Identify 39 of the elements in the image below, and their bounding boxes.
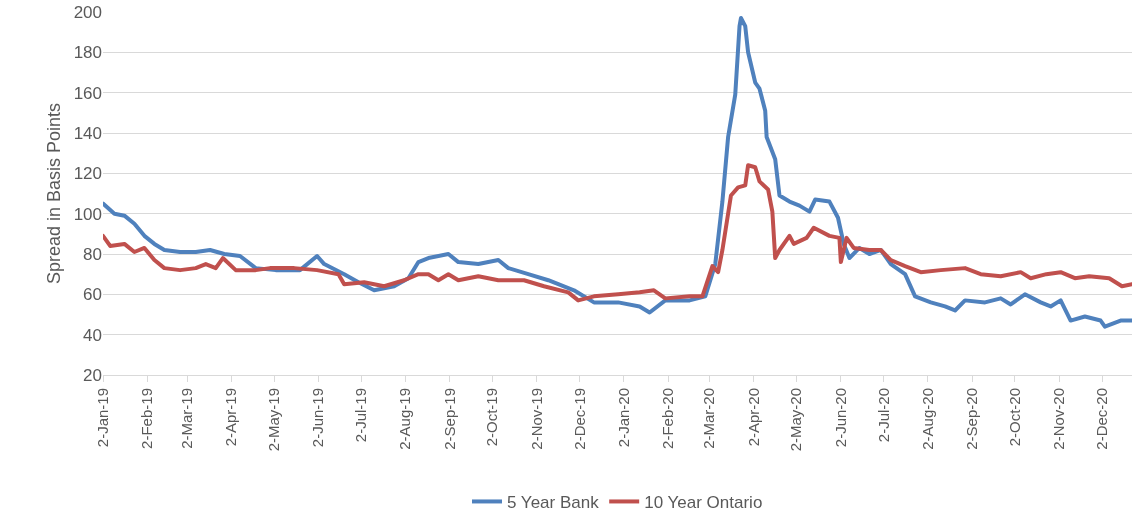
x-tick-label: 2-Jul-20 xyxy=(874,388,892,443)
x-tick-label: 2-Dec-19 xyxy=(570,388,588,450)
x-tick-label: 2-Jun-20 xyxy=(831,388,849,448)
line-series xyxy=(103,163,1132,303)
x-tick-label: 2-Nov-19 xyxy=(527,388,545,450)
x-tick-label: 2-Nov-20 xyxy=(1050,388,1068,450)
x-tick-label: 2-May-19 xyxy=(265,388,283,452)
line-series xyxy=(103,16,1132,329)
x-tick-label: 2-Aug-20 xyxy=(918,388,936,450)
x-tick-label: 2-Apr-20 xyxy=(744,388,762,447)
x-tick-label: 2-Mar-19 xyxy=(178,388,196,449)
x-tick-label: 2-Feb-19 xyxy=(138,388,156,449)
y-tick-label: 160 xyxy=(73,83,102,103)
x-tick-label: 2-Oct-20 xyxy=(1005,388,1023,447)
y-tick-label: 120 xyxy=(73,164,102,184)
legend-label: 5 Year Bank xyxy=(507,493,600,513)
x-tick-label: 2-Dec-20 xyxy=(1092,388,1110,450)
x-tick-label: 2-Mar-20 xyxy=(700,388,718,449)
y-tick-label: 140 xyxy=(73,123,102,143)
y-tick-label: 80 xyxy=(83,244,102,264)
y-tick-label: 60 xyxy=(83,285,102,305)
x-tick-label: 2-Oct-19 xyxy=(483,388,501,447)
x-tick-label: 2-May-20 xyxy=(787,388,805,452)
x-tick-label: 2-Aug-19 xyxy=(396,388,414,450)
y-tick-label: 20 xyxy=(83,365,102,385)
legend-label: 10 Year Ontario xyxy=(644,493,763,513)
x-tick-label: 2-Feb-20 xyxy=(659,388,677,449)
y-tick-label: 180 xyxy=(73,43,102,63)
y-axis-title: Spread in Basis Points xyxy=(43,102,64,285)
x-tick-label: 2-Jan-20 xyxy=(614,388,632,448)
y-tick-label: 100 xyxy=(73,204,102,224)
x-tick-label: 2-Sep-19 xyxy=(440,388,458,450)
y-tick-label: 40 xyxy=(83,325,102,345)
x-tick-label: 2-Sep-20 xyxy=(963,388,981,450)
x-tick-label: 2-Jul-19 xyxy=(352,388,370,443)
x-tick-label: 2-Apr-19 xyxy=(222,388,240,447)
x-tick-label: 2-Jan-19 xyxy=(93,388,111,448)
x-tick-label: 2-Jun-19 xyxy=(309,388,327,448)
y-tick-label: 200 xyxy=(73,2,102,22)
